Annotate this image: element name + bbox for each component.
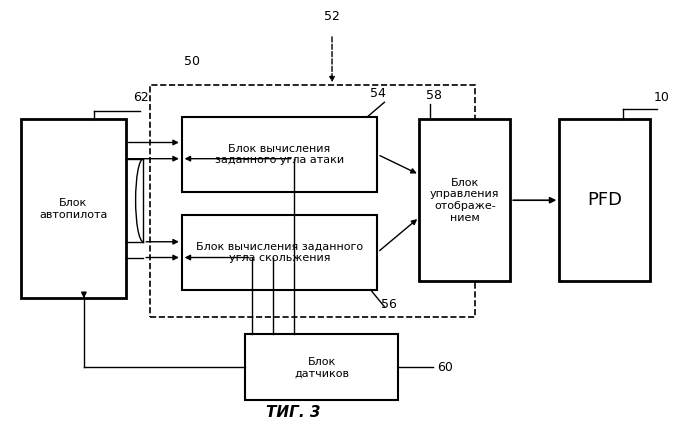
Text: 10: 10 [654,91,670,104]
Text: Блок вычисления
заданного угла атаки: Блок вычисления заданного угла атаки [215,144,344,165]
Text: 56: 56 [381,298,397,311]
Text: 54: 54 [370,87,387,100]
Text: Блок
датчиков: Блок датчиков [294,357,349,378]
Bar [150,85,475,317]
Text: 62: 62 [133,91,149,104]
Text: 60: 60 [437,361,453,374]
Text: Блок
управления
отображе-
нием: Блок управления отображе- нием [430,178,500,223]
Bar [182,117,377,192]
Bar [559,119,650,281]
Bar [245,334,398,400]
Bar [21,119,126,298]
Bar [182,215,377,290]
Text: Блок вычисления заданного
угла скольжения: Блок вычисления заданного угла скольжени… [196,242,363,263]
Bar [419,119,510,281]
Text: 52: 52 [324,10,340,23]
Text: 50: 50 [185,55,200,68]
Text: ΤИГ. 3: ΤИГ. 3 [266,405,321,420]
Text: 58: 58 [426,89,442,102]
Text: PFD: PFD [587,191,622,209]
Text: Блок
автопилота: Блок автопилота [39,198,108,219]
